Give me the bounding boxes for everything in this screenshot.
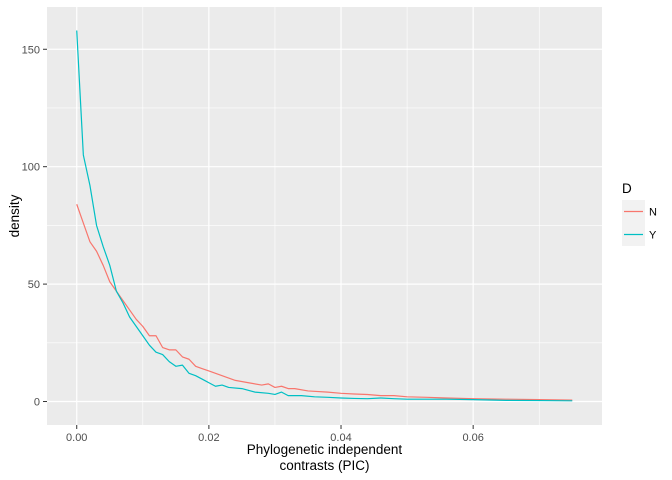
minor-gridlines — [47, 7, 602, 425]
y-tick-label: 150 — [22, 44, 40, 56]
legend-label-n: N — [649, 207, 657, 219]
x-tick-label: 0.00 — [66, 432, 87, 444]
series-line-n — [76, 204, 573, 401]
y-tick-label: 50 — [28, 279, 40, 291]
x-tick-label: 0.02 — [198, 432, 219, 444]
x-axis-ticks: 0.00 0.02 0.04 0.06 — [66, 425, 484, 444]
y-axis-ticks: 0 50 100 150 — [22, 44, 47, 409]
x-tick-label: 0.04 — [330, 432, 351, 444]
y-tick-label: 100 — [22, 162, 40, 174]
legend-keys: NY — [622, 200, 657, 246]
y-tick-label: 0 — [34, 397, 40, 409]
legend-title: D — [622, 181, 632, 196]
plot-panel — [47, 7, 602, 425]
major-gridlines — [47, 7, 602, 425]
x-tick-label: 0.06 — [462, 432, 483, 444]
y-axis-title: density — [7, 194, 22, 237]
series-lines — [76, 30, 573, 402]
legend: D NY — [622, 181, 657, 246]
x-axis-title-line-2: contrasts (PIC) — [279, 458, 369, 473]
series-line-y — [76, 30, 573, 402]
legend-label-y: Y — [649, 230, 657, 242]
x-axis-title-line-1: Phylogenetic independent — [247, 442, 403, 457]
